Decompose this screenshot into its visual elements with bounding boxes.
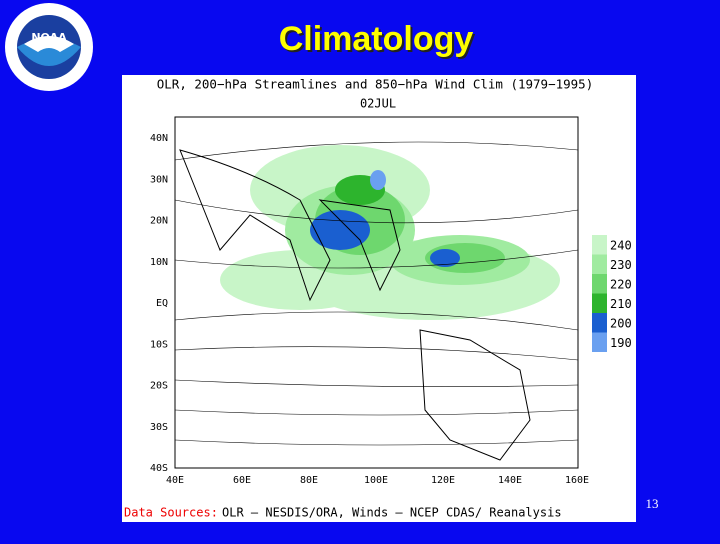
lon-label: 120E [431, 475, 455, 486]
legend-label: 240 [610, 239, 632, 253]
lat-label: 30N [150, 174, 168, 185]
lat-label: 40S [150, 463, 168, 474]
lat-label: EQ [156, 298, 168, 309]
lat-label: 40N [150, 133, 168, 144]
lon-label: 80E [300, 475, 318, 486]
slide-title: Climatology [279, 20, 474, 58]
svg-text:NOAA: NOAA [31, 31, 67, 44]
figure-subtitle: 02JUL [360, 97, 396, 111]
legend-swatch [592, 235, 607, 255]
legend-swatch [592, 332, 607, 352]
legend-swatch [592, 293, 607, 313]
lon-label: 140E [498, 475, 522, 486]
lon-label: 160E [565, 475, 589, 486]
lat-labels: 40N 30N 20N 10N EQ 10S 20S 30S 40S [150, 133, 168, 474]
lat-label: 20S [150, 381, 168, 392]
page-number: 13 [646, 496, 659, 511]
map [174, 116, 579, 469]
lon-labels: 40E 60E 80E 100E 120E 140E 160E [166, 475, 589, 486]
lat-label: 10N [150, 257, 168, 268]
legend-label: 230 [610, 258, 632, 272]
legend: 240 230 220 210 200 190 [592, 235, 632, 352]
legend-swatch [592, 313, 607, 333]
lon-label: 100E [364, 475, 388, 486]
legend-label: 220 [610, 278, 632, 292]
legend-label: 200 [610, 317, 632, 331]
legend-label: 210 [610, 297, 632, 311]
noaa-logo: NOAA [5, 3, 93, 91]
source-prefix: Data Sources: [124, 506, 218, 520]
lon-label: 40E [166, 475, 184, 486]
lat-label: 30S [150, 422, 168, 433]
figure-title: OLR, 200−hPa Streamlines and 850−hPa Win… [157, 77, 594, 92]
legend-swatch [592, 254, 607, 274]
lat-label: 10S [150, 339, 168, 350]
lon-label: 60E [233, 475, 251, 486]
title-shadow: Climatology [281, 22, 476, 60]
source-text: OLR — NESDIS/ORA, Winds — NCEP CDAS/ Rea… [222, 506, 562, 520]
legend-swatch [592, 274, 607, 294]
legend-label: 190 [610, 336, 632, 350]
lat-label: 20N [150, 216, 168, 227]
